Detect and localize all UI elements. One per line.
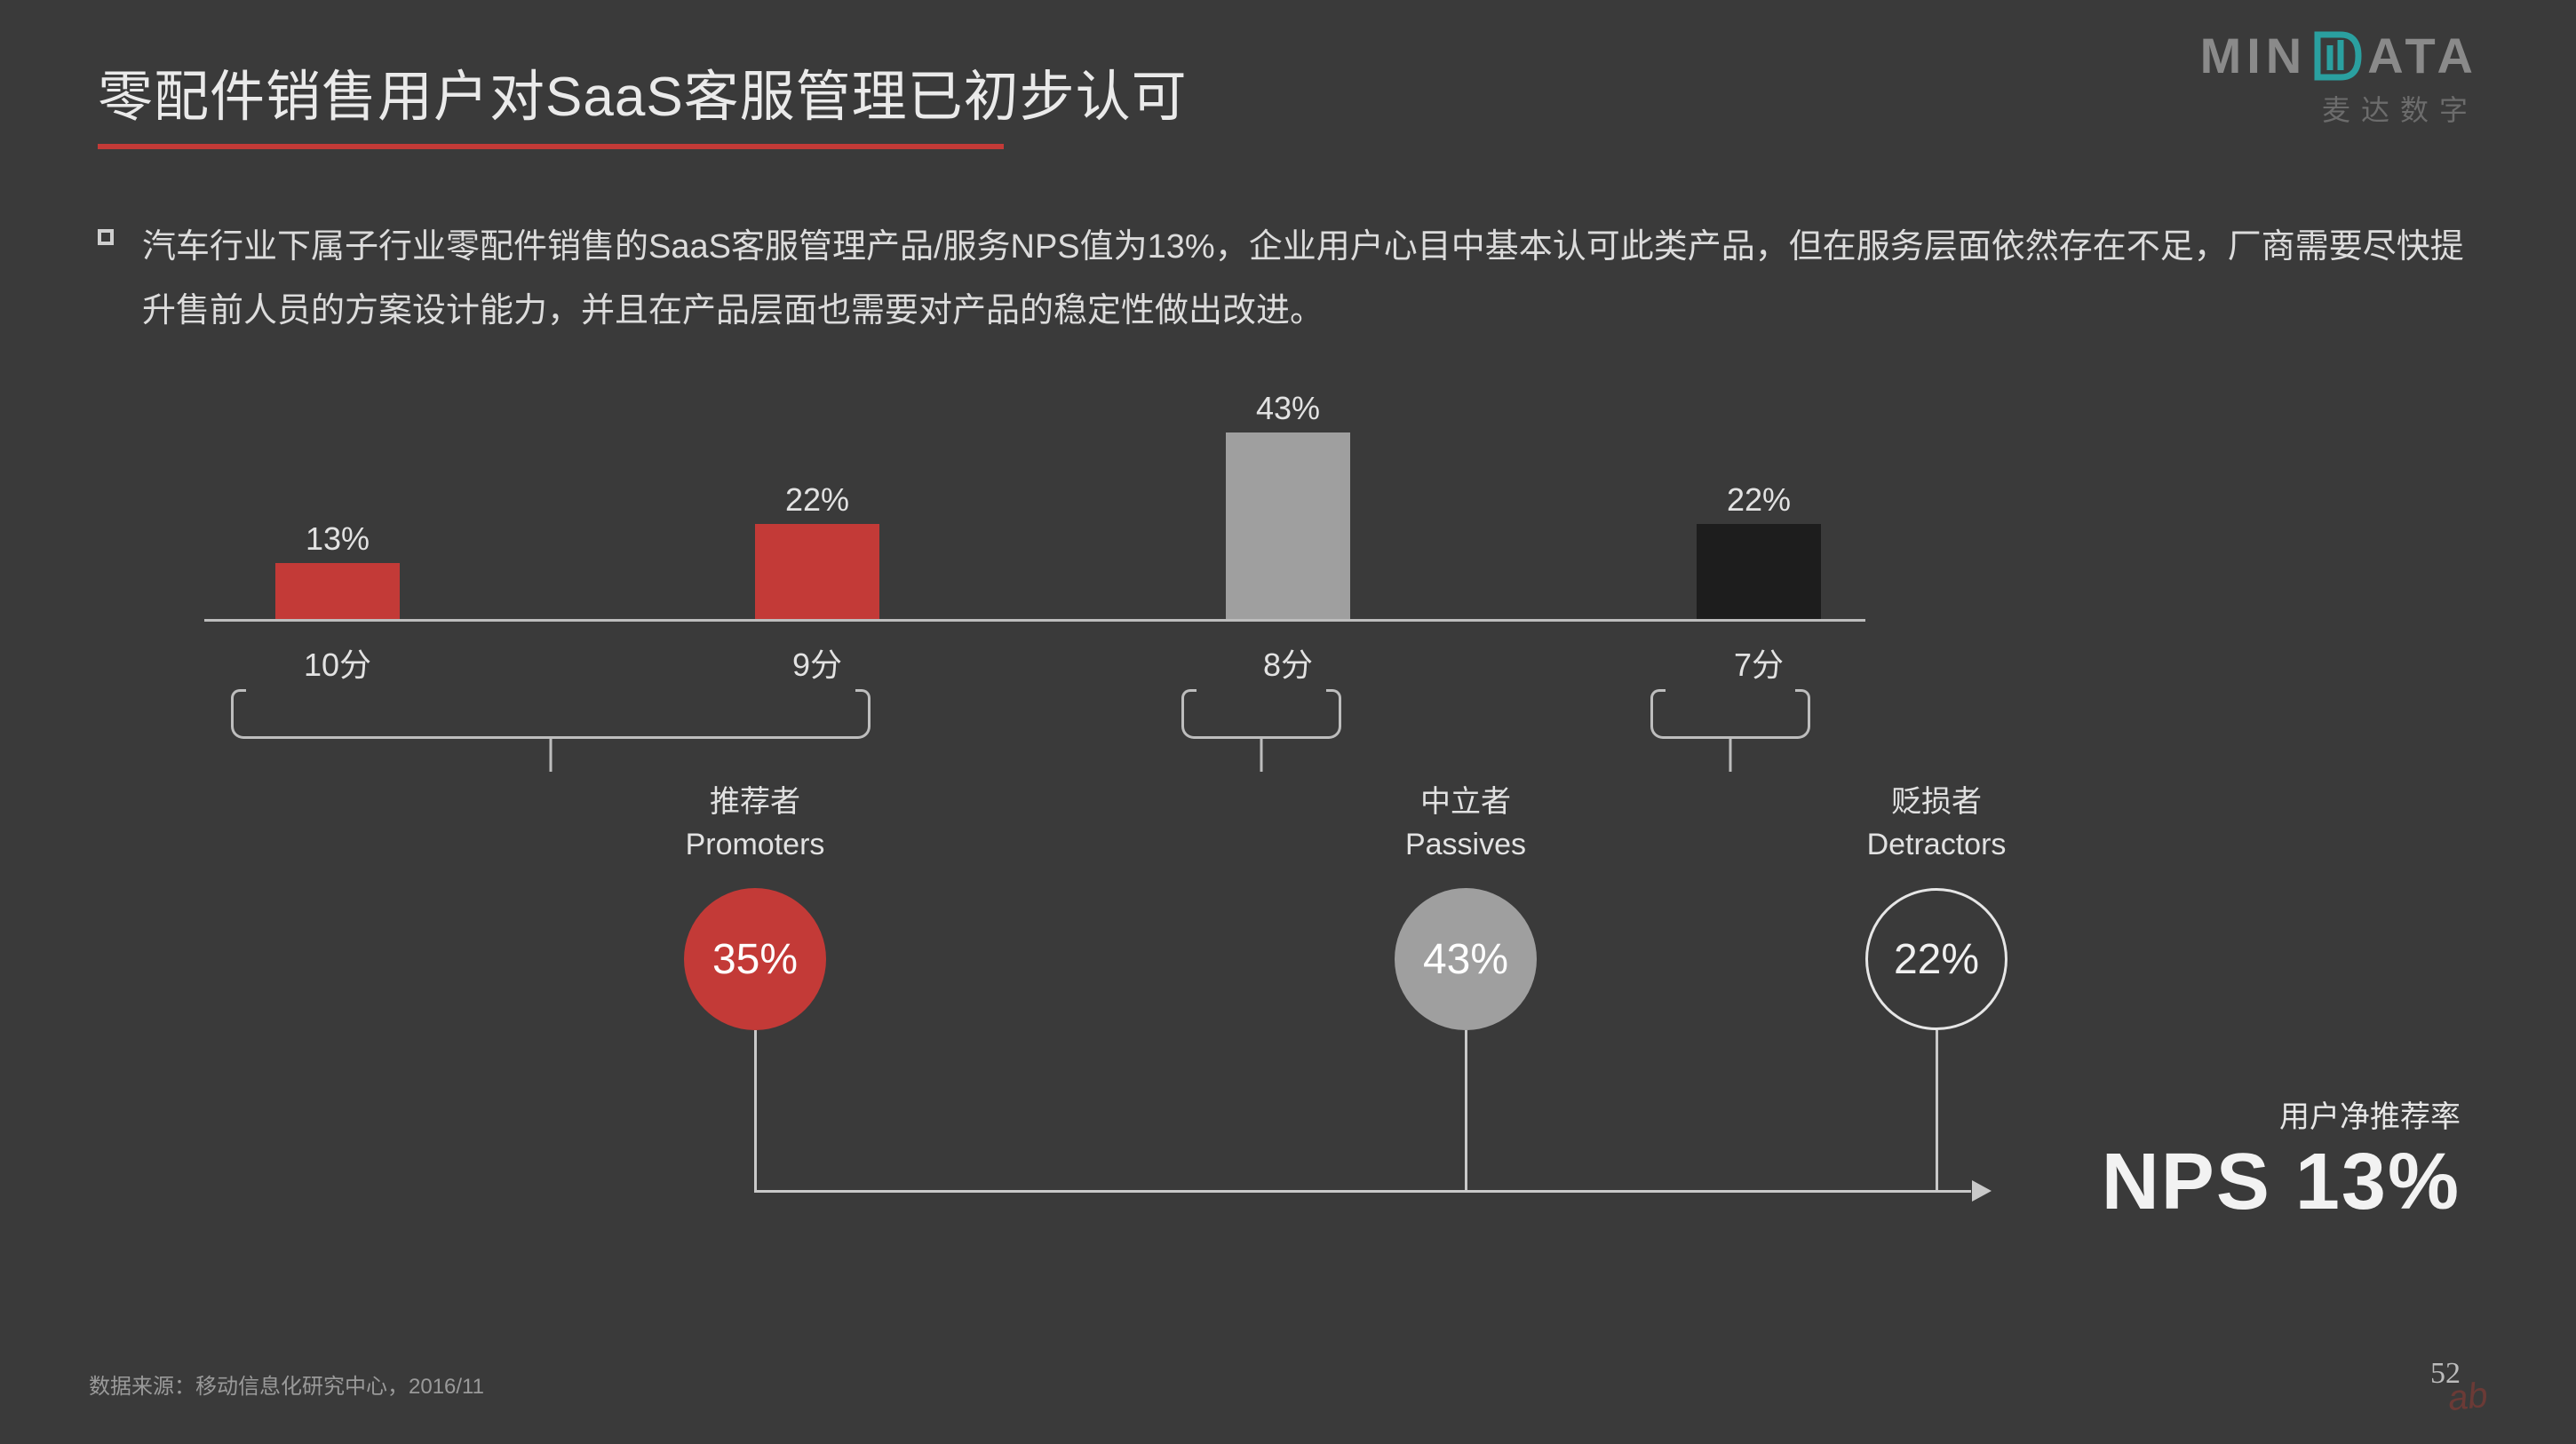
bar-0: 13%: [275, 563, 400, 619]
nps-result-title: 用户净推荐率: [2279, 1092, 2461, 1136]
bar-value-2: 43%: [1199, 390, 1377, 427]
watermark: ab: [2445, 1376, 2489, 1419]
body-paragraph: 汽车行业下属子行业零配件销售的SaaS客服管理产品/服务NPS值为13%，企业用…: [142, 215, 2469, 343]
group-label-promoters: 推荐者Promoters: [648, 782, 862, 866]
slide-title: 零配件销售用户对SaaS客服管理已初步认可: [98, 52, 1188, 131]
connector-v-detractors: [1936, 1030, 1938, 1190]
group-circle-passives: 43%: [1395, 888, 1537, 1030]
logo-right: ATA: [2367, 27, 2478, 84]
group-label-passives: 中立者Passives: [1359, 782, 1572, 866]
connector-v-promoters: [754, 1030, 757, 1190]
logo-left: MIN: [2200, 27, 2308, 84]
bar-value-3: 22%: [1670, 481, 1848, 519]
bracket-passives: [1181, 700, 1341, 739]
bullet-icon: [98, 229, 114, 245]
bar-xlabel-1: 9分: [728, 639, 906, 686]
connector-v-passives: [1465, 1030, 1467, 1190]
bracket-detractors: [1650, 700, 1810, 739]
bar-xlabel-2: 8分: [1199, 639, 1377, 686]
connector-arrow-icon: [1972, 1180, 1992, 1202]
data-source: 数据来源：移动信息化研究中心，2016/11: [89, 1369, 484, 1400]
bar-3: 22%: [1697, 524, 1821, 619]
logo-text: MIN ATA: [2200, 27, 2478, 84]
bracket-promoters: [231, 700, 871, 739]
group-label-detractors: 贬损者Detractors: [1830, 782, 2043, 866]
bar-value-0: 13%: [249, 520, 426, 558]
bar-1: 22%: [755, 524, 879, 619]
logo-d-icon: [2310, 29, 2364, 83]
chart-baseline: [204, 619, 1865, 622]
bar-value-1: 22%: [728, 481, 906, 519]
brand-logo: MIN ATA 麦达数字: [2200, 27, 2478, 129]
connector-hline: [754, 1190, 1971, 1193]
bar-xlabel-3: 7分: [1670, 639, 1848, 686]
group-circle-promoters: 35%: [684, 888, 826, 1030]
title-underline: [98, 144, 1004, 149]
bar-2: 43%: [1226, 432, 1350, 619]
logo-subtitle: 麦达数字: [2200, 88, 2478, 129]
nps-bar-chart: 13%10分22%9分43%8分22%7分: [204, 391, 1892, 622]
bar-xlabel-0: 10分: [249, 639, 426, 686]
group-circle-detractors: 22%: [1865, 888, 2008, 1030]
nps-result-value: NPS 13%: [2102, 1137, 2461, 1228]
